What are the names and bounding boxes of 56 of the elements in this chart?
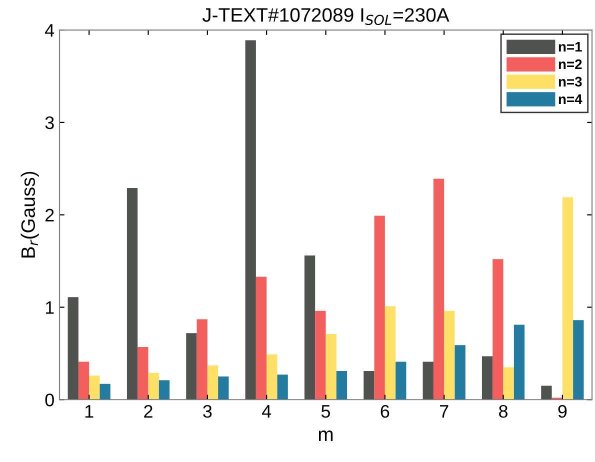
bar <box>218 376 229 400</box>
bar <box>384 306 396 400</box>
x-tick-label: 1 <box>85 405 94 418</box>
bar <box>482 356 493 400</box>
bar <box>444 310 455 400</box>
y-tick-label: 1 <box>46 301 54 314</box>
x-tick-label: 6 <box>380 404 390 418</box>
bar <box>196 319 208 400</box>
bar <box>126 188 138 400</box>
bar <box>503 367 514 400</box>
bar <box>78 362 90 400</box>
legend-label: n=1 <box>558 42 582 52</box>
x-tick-label: 9 <box>558 404 567 418</box>
bar <box>336 370 348 400</box>
bar <box>454 345 466 400</box>
x-tick-label: 5 <box>321 405 330 418</box>
bar <box>304 255 316 400</box>
x-tick-label: 7 <box>440 405 448 418</box>
bar <box>562 197 574 400</box>
chart-title: J-TEXT#1072089 I$_{SOL}$=230A <box>202 8 450 26</box>
bar <box>492 259 504 400</box>
bar <box>573 320 584 400</box>
bar <box>256 276 267 400</box>
legend-label: n=4 <box>558 94 582 104</box>
y-axis-title: B$_{r}$(Gauss) <box>20 172 39 258</box>
x-tick-label: 4 <box>262 405 272 418</box>
bar <box>100 384 110 400</box>
bar <box>374 216 385 400</box>
x-tick-label: 2 <box>144 404 152 418</box>
bar <box>148 372 159 400</box>
bar <box>396 362 406 400</box>
bar <box>541 386 552 400</box>
bar <box>514 324 525 400</box>
legend-label: n=2 <box>558 59 582 70</box>
bar <box>89 376 100 400</box>
bar <box>186 333 197 400</box>
x-axis-title: m <box>318 430 333 441</box>
bar <box>138 346 148 400</box>
bar <box>277 374 288 400</box>
legend-label: n=3 <box>558 76 582 87</box>
bar <box>364 370 374 400</box>
bar <box>245 40 256 400</box>
y-tick-label: 3 <box>45 116 54 130</box>
bar <box>158 380 170 400</box>
bar <box>422 362 434 400</box>
x-tick-label: 8 <box>499 404 508 418</box>
x-tick-label: 3 <box>203 404 212 418</box>
y-tick-label: 0 <box>45 394 54 406</box>
bar <box>266 354 278 400</box>
bar <box>326 334 336 400</box>
y-tick-label: 4 <box>45 24 54 37</box>
bar <box>315 310 326 400</box>
bar <box>207 365 218 400</box>
bar <box>433 178 444 400</box>
y-tick-label: 2 <box>46 208 54 222</box>
bar <box>68 297 78 400</box>
